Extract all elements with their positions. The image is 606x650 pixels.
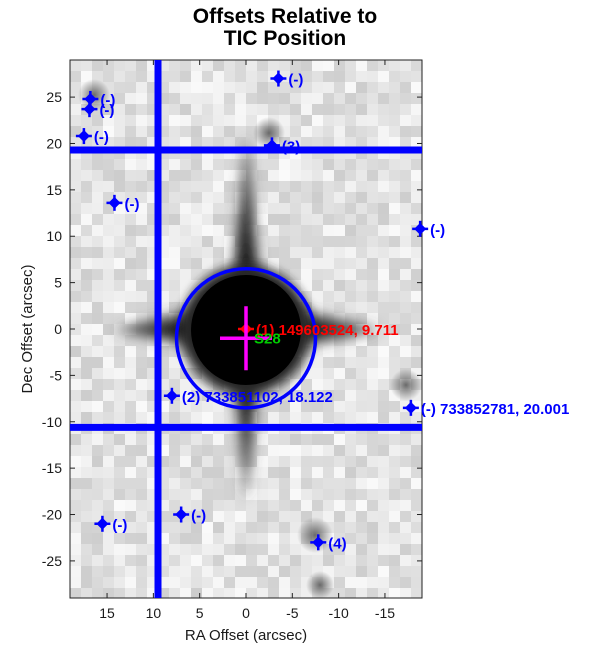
source-label: (4) [328, 535, 346, 552]
aperture-lines [70, 60, 422, 598]
x-tick-label: 5 [196, 605, 204, 621]
x-tick-label: -5 [286, 605, 299, 621]
y-tick-label: 15 [46, 182, 62, 198]
chart-title-line-2: TIC Position [223, 27, 347, 50]
y-axis-label: Dec Offset (arcsec) [19, 265, 36, 394]
y-tick-label: -10 [42, 414, 62, 430]
source-label: (-) [288, 72, 303, 89]
y-tick-label: 20 [46, 135, 62, 151]
x-axis-label: RA Offset (arcsec) [185, 627, 307, 644]
y-tick-label: 0 [54, 321, 62, 337]
axis-ticks: 15 10 5 0 -5 -10 -15 25 20 15 10 5 0 -5 -10 -15 -20 -25 [42, 60, 422, 621]
x-tick-label: 0 [242, 605, 250, 621]
source-label: (-) [94, 129, 109, 146]
aperture-circle [174, 266, 318, 410]
x-tick-label: 10 [146, 605, 162, 621]
y-tick-label: 10 [46, 228, 62, 244]
y-tick-label: -20 [42, 507, 62, 523]
x-tick-label: -10 [329, 605, 349, 621]
source-label: (3) [282, 138, 300, 155]
source-label: (2) 733851102, 18.122 [182, 389, 333, 406]
overlay-marks: (1) 149603524, 9.711 (2) 733851102, 18.12… [75, 70, 569, 552]
source-label: (-) [124, 196, 139, 213]
source-label: (-) [112, 517, 127, 534]
source-label: (-) [430, 222, 445, 239]
source-label: (-) [99, 102, 114, 119]
x-tick-label: 15 [99, 605, 115, 621]
chart-title: Offsets Relative to TIC Position [60, 6, 510, 50]
centroid-label: S28 [254, 330, 281, 347]
y-tick-label: -5 [50, 367, 63, 383]
y-tick-label: 25 [46, 89, 62, 105]
source-label: (1) 149603524, 9.711 [256, 322, 399, 339]
source-label: (-) [191, 508, 206, 525]
y-tick-label: 5 [54, 275, 62, 291]
source-label: (-) [100, 92, 115, 109]
y-tick-label: -25 [42, 553, 62, 569]
y-tick-label: -15 [42, 460, 62, 476]
chart-title-line-1: Offsets Relative to [192, 5, 378, 28]
x-tick-label: -15 [375, 605, 395, 621]
source-label: (-) 733852781, 20.001 [421, 401, 569, 418]
